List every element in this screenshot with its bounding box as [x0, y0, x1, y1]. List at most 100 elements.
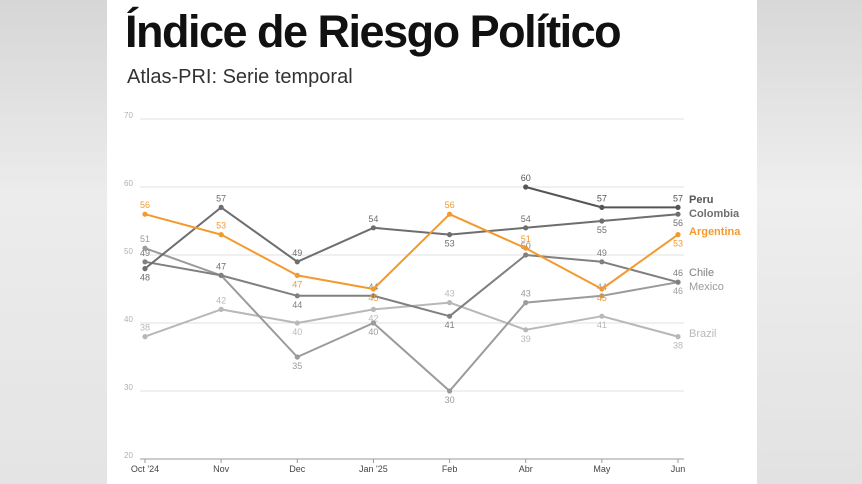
- data-label-colombia: 56: [673, 218, 683, 228]
- data-label-mexico: 43: [521, 289, 531, 299]
- data-point-colombia: [599, 218, 605, 224]
- data-label-chile: 49: [597, 248, 607, 258]
- x-tick-label: Oct '24: [131, 464, 159, 474]
- data-point-colombia: [370, 225, 377, 231]
- series-label-argentina: Argentina: [689, 226, 741, 238]
- data-point-argentina: [523, 245, 529, 251]
- data-label-chile: 47: [216, 261, 226, 271]
- data-label-brazil: 41: [597, 320, 607, 330]
- data-label-mexico: 30: [445, 395, 455, 405]
- x-tick-label: Nov: [213, 464, 230, 474]
- data-point-chile: [142, 259, 148, 265]
- data-point-mexico: [142, 245, 148, 251]
- x-tick-label: Jan '25: [359, 464, 388, 474]
- series-label-colombia: Colombia: [689, 208, 740, 220]
- data-point-argentina: [446, 211, 453, 217]
- data-label-chile: 49: [140, 248, 150, 258]
- data-label-colombia: 53: [445, 239, 455, 249]
- data-label-brazil: 38: [140, 323, 150, 333]
- data-label-chile: 46: [673, 268, 683, 278]
- y-tick-label: 20: [124, 451, 133, 460]
- data-label-colombia: 48: [140, 273, 150, 283]
- data-label-colombia: 55: [597, 225, 607, 235]
- x-tick-label: May: [593, 464, 611, 474]
- data-label-argentina: 47: [292, 279, 302, 289]
- data-point-brazil: [523, 327, 529, 333]
- x-tick-label: Jun: [671, 464, 686, 474]
- data-point-argentina: [142, 211, 148, 217]
- data-point-brazil: [294, 320, 300, 326]
- data-point-chile: [370, 293, 377, 299]
- data-point-chile: [218, 272, 224, 278]
- data-point-chile: [294, 293, 300, 299]
- data-point-chile: [523, 252, 529, 258]
- data-point-colombia: [142, 266, 148, 272]
- data-point-mexico: [370, 320, 377, 326]
- background-blur-left: [0, 0, 107, 484]
- data-label-mexico: 47: [216, 261, 226, 271]
- data-point-mexico: [523, 300, 529, 306]
- data-point-mexico: [599, 293, 605, 299]
- data-point-mexico: [446, 388, 453, 394]
- data-label-peru: 57: [673, 193, 683, 203]
- data-point-argentina: [675, 232, 681, 238]
- chart-subtitle: Atlas-PRI: Serie temporal: [127, 66, 353, 88]
- data-label-brazil: 38: [673, 341, 683, 351]
- data-point-brazil: [446, 300, 453, 306]
- data-label-colombia: 54: [368, 214, 378, 224]
- data-point-chile: [446, 313, 453, 319]
- data-point-colombia: [675, 211, 681, 217]
- data-label-peru: 57: [597, 193, 607, 203]
- series-label-brazil: Brazil: [689, 328, 717, 340]
- data-point-chile: [675, 279, 681, 285]
- data-point-argentina: [370, 286, 377, 292]
- x-tick-label: Abr: [519, 464, 533, 474]
- data-point-brazil: [218, 306, 224, 312]
- data-point-brazil: [675, 334, 681, 340]
- data-label-argentina: 53: [216, 221, 226, 231]
- data-label-brazil: 42: [368, 313, 378, 323]
- data-point-brazil: [142, 334, 148, 340]
- data-point-colombia: [446, 232, 453, 238]
- data-label-brazil: 43: [445, 289, 455, 299]
- data-label-argentina: 45: [368, 293, 378, 303]
- series-line-chile: [144, 254, 679, 318]
- y-tick-label: 40: [124, 315, 133, 324]
- data-label-colombia: 49: [292, 248, 302, 258]
- data-label-chile: 41: [445, 320, 455, 330]
- data-label-colombia: 54: [521, 214, 531, 224]
- series-line-mexico: [144, 247, 679, 392]
- data-label-argentina: 51: [521, 234, 531, 244]
- data-point-argentina: [294, 272, 300, 278]
- y-tick-label: 30: [124, 383, 133, 392]
- data-label-mexico: 40: [368, 327, 378, 337]
- data-point-chile: [599, 259, 605, 265]
- data-point-colombia: [218, 204, 224, 210]
- series-label-peru: Peru: [689, 194, 713, 206]
- series-label-chile: Chile: [689, 267, 714, 279]
- data-point-brazil: [370, 306, 377, 312]
- x-tick-label: Dec: [289, 464, 306, 474]
- data-label-chile: 44: [292, 300, 302, 310]
- data-label-mexico: 46: [673, 286, 683, 296]
- data-label-argentina: 53: [673, 239, 683, 249]
- background-blur-right: [757, 0, 862, 484]
- data-point-peru: [523, 184, 529, 190]
- chart-card: Índice de Riesgo Político Atlas-PRI: Ser…: [107, 0, 757, 484]
- data-point-brazil: [599, 313, 605, 319]
- data-label-argentina: 45: [597, 293, 607, 303]
- data-point-mexico: [294, 354, 300, 360]
- data-label-peru: 60: [521, 173, 531, 183]
- data-label-brazil: 39: [521, 334, 531, 344]
- data-point-peru: [675, 204, 681, 210]
- data-point-colombia: [523, 225, 529, 231]
- data-point-argentina: [599, 286, 605, 292]
- y-tick-label: 60: [124, 179, 133, 188]
- series-line-argentina: [144, 213, 679, 290]
- data-label-colombia: 57: [216, 193, 226, 203]
- data-point-peru: [599, 204, 605, 210]
- series-line-colombia: [144, 206, 679, 270]
- data-label-brazil: 40: [292, 327, 302, 337]
